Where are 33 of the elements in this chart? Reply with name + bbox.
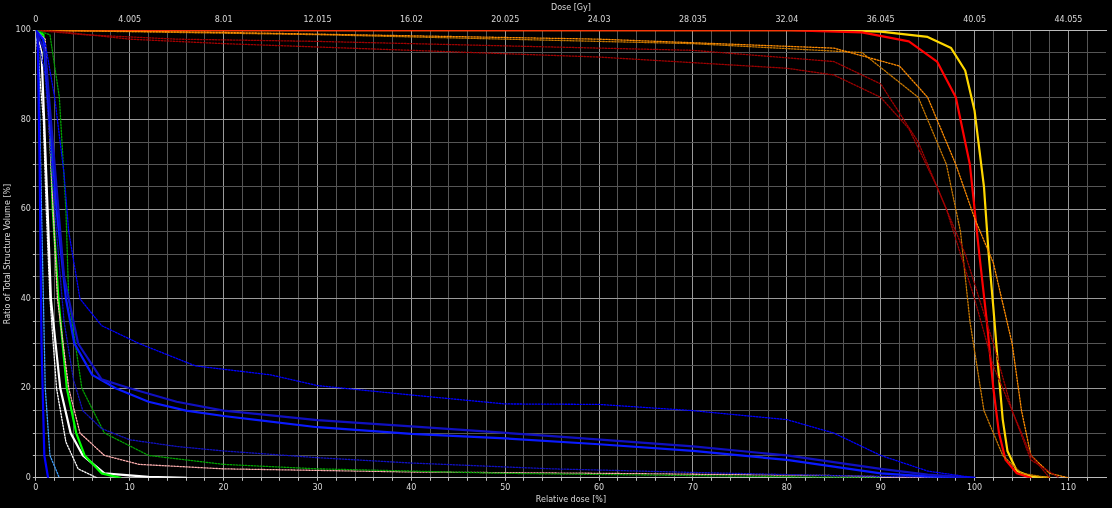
- x-tick-label: 70: [687, 482, 699, 492]
- x2-tick-label: 40.05: [963, 15, 987, 25]
- x-tick-label: 20: [218, 482, 229, 492]
- y-tick-label: 20: [20, 383, 31, 393]
- x2-tick-label: 20.025: [491, 15, 520, 25]
- x-tick-label: 30: [312, 482, 323, 492]
- y-axis-title: Ratio of Total Structure Volume [%]: [2, 183, 12, 325]
- x-tick-label: 80: [781, 482, 792, 492]
- x2-tick-label: 24.03: [587, 15, 611, 25]
- x2-tick-label: 12.015: [303, 15, 332, 25]
- x2-tick-label: 8.01: [214, 15, 233, 25]
- x2-tick-label: 0: [33, 15, 39, 25]
- x2-tick-label: 36.045: [866, 15, 895, 25]
- x2-tick-label: 28.035: [678, 15, 707, 25]
- y-tick-label: 80: [20, 114, 31, 124]
- y-tick-label: 40: [20, 293, 31, 303]
- x-axis-title: Relative dose [%]: [535, 495, 607, 505]
- y-tick-label: 100: [15, 25, 31, 35]
- x-tick-label: 10: [124, 482, 135, 492]
- x-tick-label: 60: [594, 482, 605, 492]
- y-tick-label: 0: [25, 472, 31, 482]
- x2-tick-label: 16.02: [399, 15, 423, 25]
- x-tick-label: 40: [406, 482, 417, 492]
- x2-tick-label: 44.055: [1054, 15, 1083, 25]
- x-tick-label: 90: [875, 482, 886, 492]
- x2-tick-label: 4.005: [118, 15, 142, 25]
- y-tick-label: 60: [20, 204, 31, 214]
- x-tick-label: 0: [33, 482, 39, 492]
- x2-tick-label: 32.04: [775, 15, 799, 25]
- x-tick-label: 100: [966, 482, 983, 492]
- x-tick-label: 50: [500, 482, 511, 492]
- x-tick-label: 110: [1060, 482, 1077, 492]
- x2-axis-title: Dose [Gy]: [551, 2, 591, 12]
